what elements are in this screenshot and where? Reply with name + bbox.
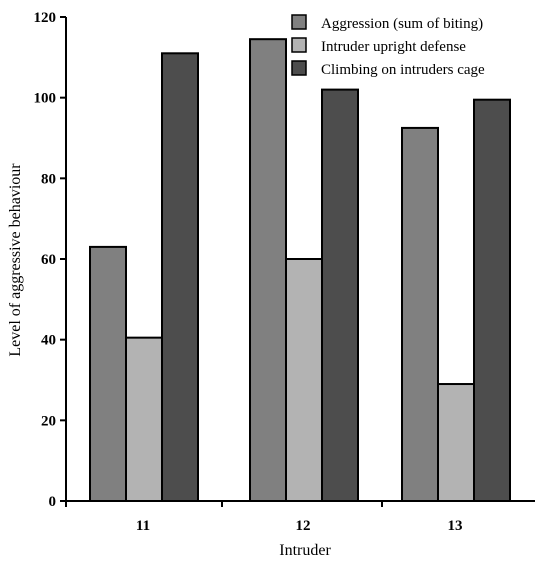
axes-group: 0 20 40 60 80 100 120 11 12 13 [34,10,535,534]
bar-upright-defense-intruder-13 [437,383,475,502]
y-tick-label-20: 20 [41,413,56,429]
legend-item-upright-defense: Intruder upright defense [291,37,466,55]
x-axis-label: Intruder [279,542,331,559]
bar-upright-defense-intruder-11 [125,336,163,502]
legend-label-aggression: Aggression (sum of biting) [321,16,483,32]
x-tick-label-13: 13 [448,518,463,534]
legend-swatch-aggression [291,14,307,30]
bar-aggression-intruder-12 [249,38,287,503]
legend-item-climbing: Climbing on intruders cage [291,60,485,78]
legend-swatch-upright-defense [291,37,307,53]
bar-aggression-intruder-13 [401,126,439,503]
legend-item-aggression: Aggression (sum of biting) [291,14,483,32]
y-tick-label-100: 100 [34,91,57,107]
y-tick-label-40: 40 [41,333,56,349]
bars-group [89,38,511,503]
x-tick-label-12: 12 [296,518,311,534]
bar-climbing-intruder-12 [321,88,359,502]
y-tick-label-80: 80 [41,171,56,187]
bar-climbing-intruder-13 [473,98,511,503]
bar-upright-defense-intruder-12 [285,258,323,502]
y-axis-label: Level of aggressive behaviour [7,163,24,357]
x-tick-label-11: 11 [136,518,150,534]
bar-aggression-intruder-11 [89,245,127,502]
legend: Aggression (sum of biting) Intruder upri… [291,14,485,78]
legend-label-upright-defense: Intruder upright defense [321,39,466,55]
legend-label-climbing: Climbing on intruders cage [321,62,485,78]
y-tick-label-120: 120 [34,10,57,26]
legend-swatch-climbing [291,60,307,76]
bar-climbing-intruder-11 [161,52,199,503]
y-tick-label-60: 60 [41,252,56,268]
y-tick-label-0: 0 [49,494,57,510]
